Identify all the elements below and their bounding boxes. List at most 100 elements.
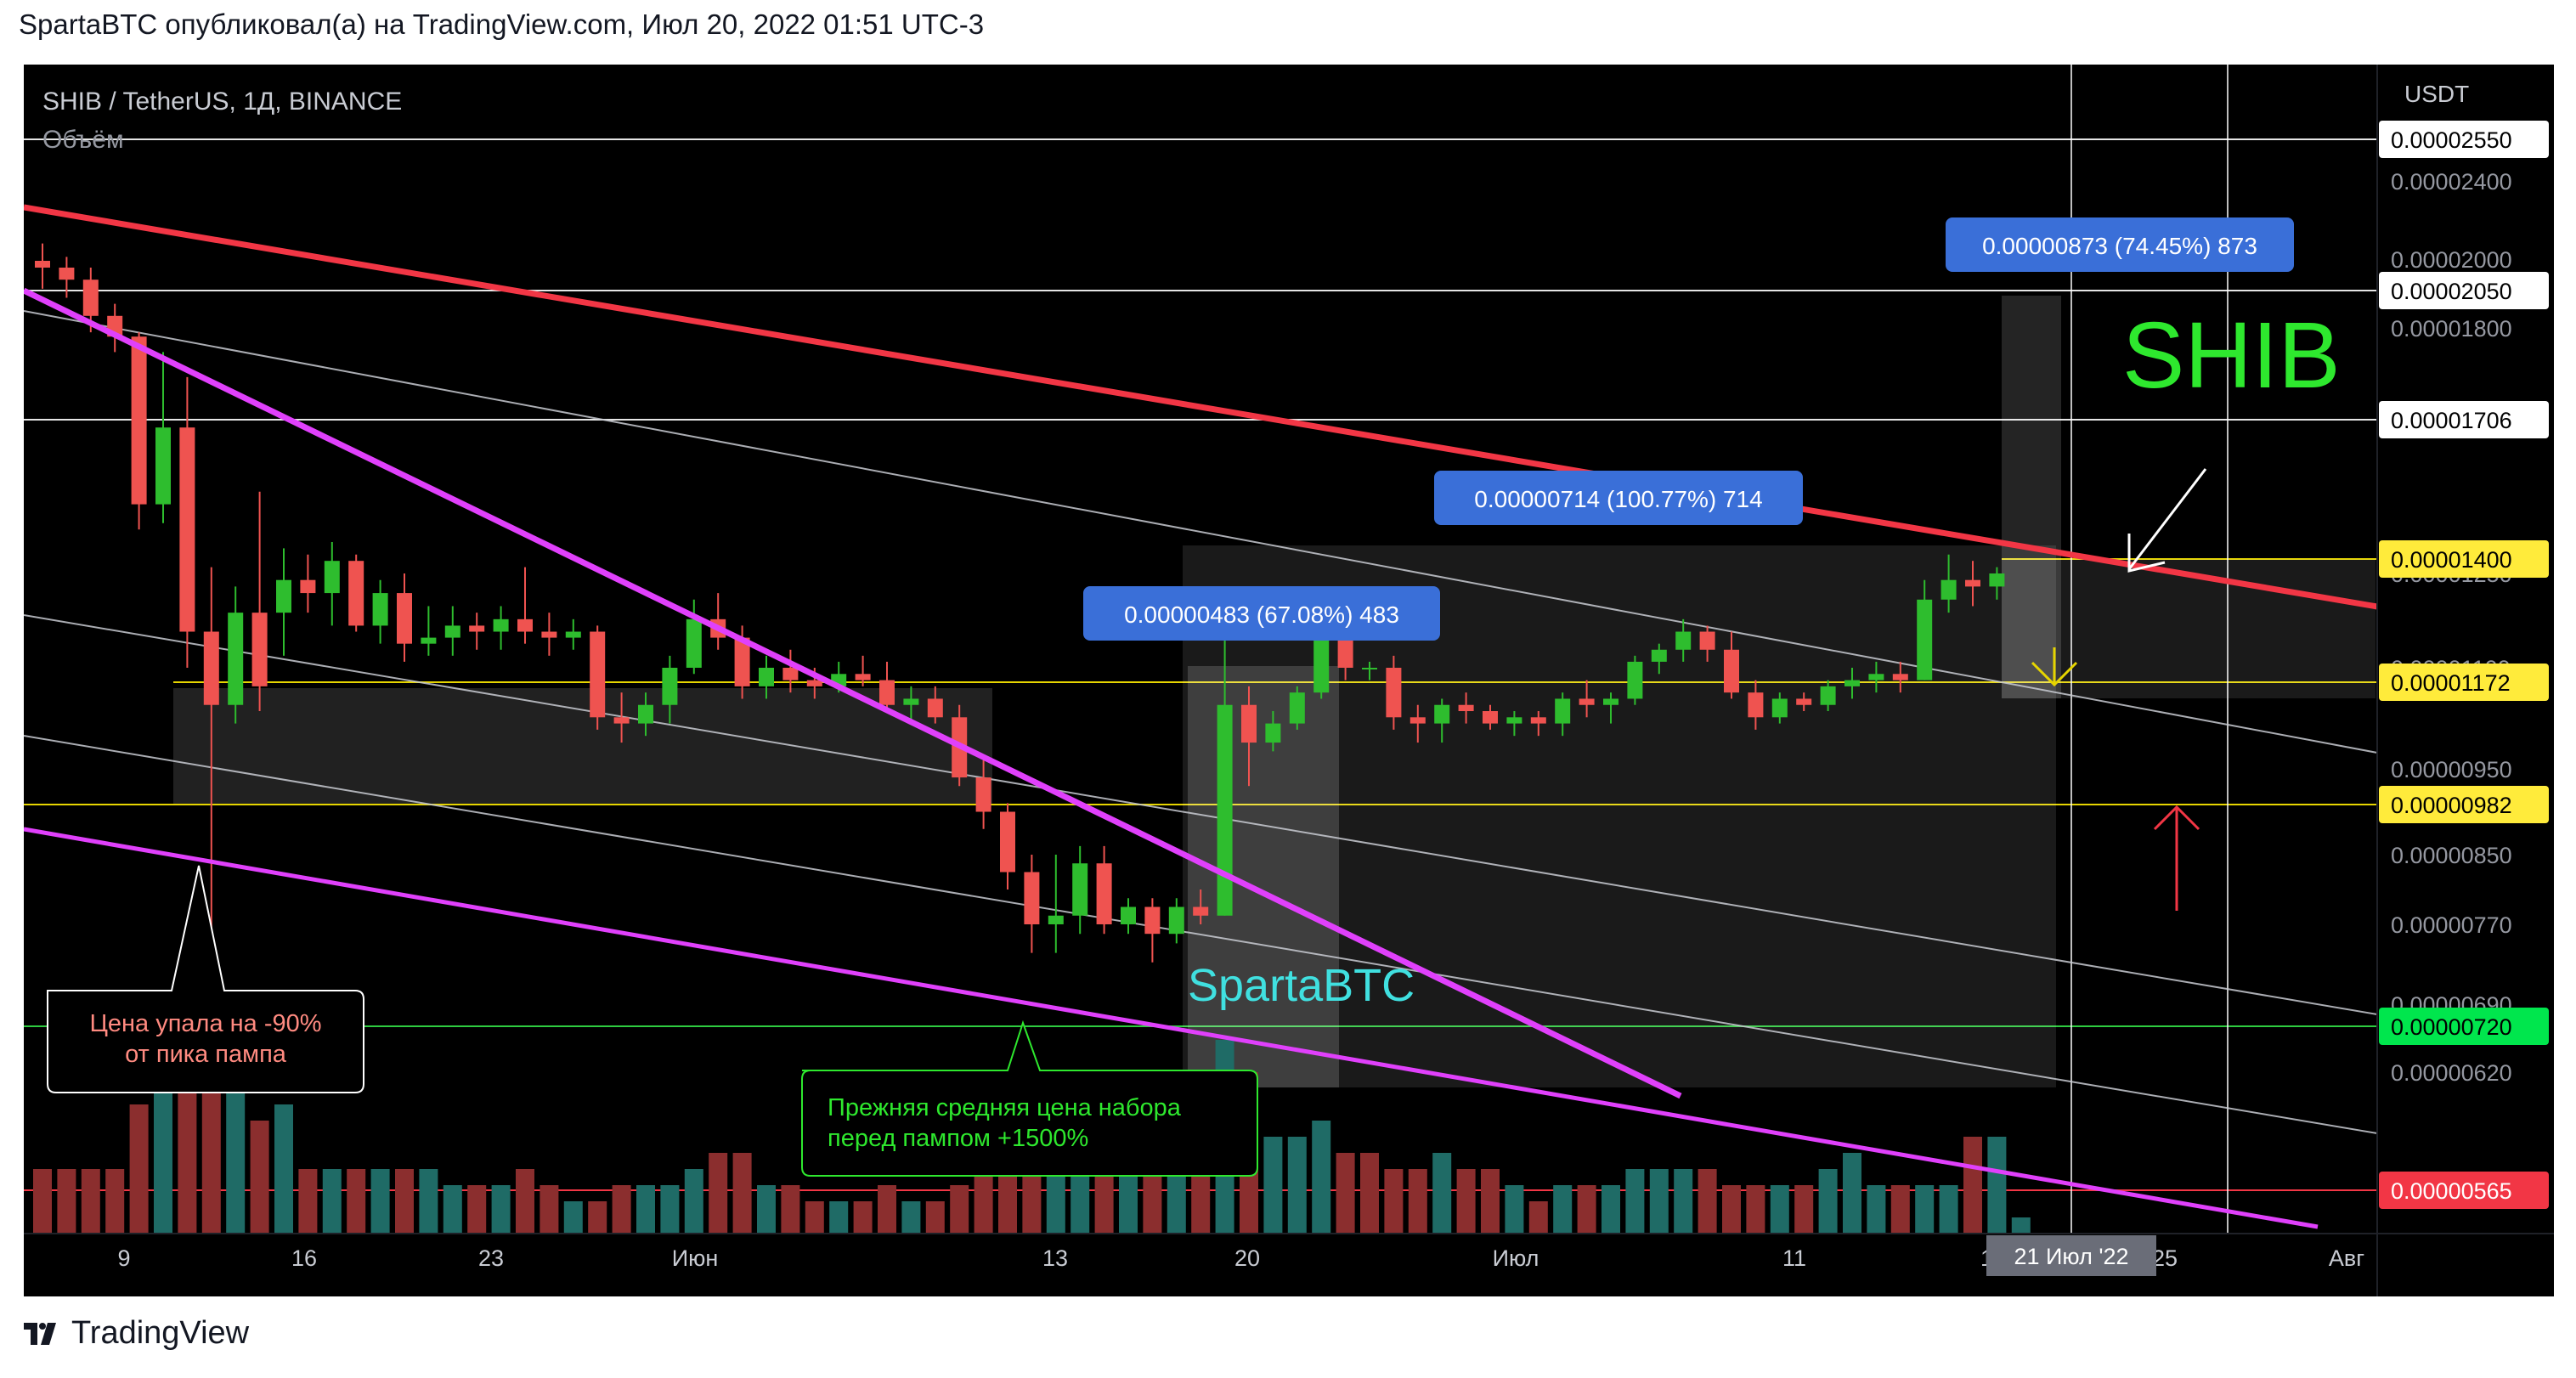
candle <box>927 686 943 724</box>
x-tick-label: Авг <box>2329 1245 2364 1271</box>
candle <box>348 554 364 632</box>
volume-bar <box>1890 1185 1910 1234</box>
volume-bar <box>588 1201 607 1234</box>
volume-bar <box>1287 1137 1307 1234</box>
candle <box>179 376 195 668</box>
volume-bar <box>925 1201 945 1234</box>
candle <box>590 625 606 730</box>
price-label: 0.00001172 <box>2379 664 2549 701</box>
candle <box>759 655 774 699</box>
volume-bar <box>1577 1185 1596 1234</box>
yellow-down-arrow-icon <box>2031 647 2078 687</box>
measure-badge-3-text: 0.00000873 (74.45%) 873 <box>1982 233 2257 259</box>
volume-bar <box>1963 1137 1982 1234</box>
x-tick-label: 11 <box>1782 1245 1806 1271</box>
candle <box>131 332 147 530</box>
channel-lines <box>24 310 2378 1134</box>
volume-bar <box>901 1201 921 1234</box>
drop-note-line1: Цена упала на -90% <box>89 1010 321 1037</box>
volume-bar <box>1939 1185 1958 1234</box>
price-label: 0.00000982 <box>2379 786 2549 823</box>
volume-bar <box>539 1185 559 1234</box>
volume-bar <box>419 1169 438 1234</box>
candle <box>1892 661 1908 693</box>
candle <box>1506 711 1522 737</box>
candle <box>1121 898 1136 935</box>
candle <box>565 618 581 650</box>
candle <box>1603 692 1618 724</box>
svg-text:0.00000565: 0.00000565 <box>2391 1178 2512 1204</box>
candle <box>372 579 388 644</box>
volume-bar <box>563 1201 583 1234</box>
volume-bar <box>129 1104 149 1234</box>
volume-bar <box>347 1169 366 1234</box>
grid-layer <box>24 65 2377 1234</box>
volume-bar <box>274 1104 293 1234</box>
volume-bar <box>878 1185 896 1234</box>
volume-bar <box>1481 1169 1500 1234</box>
avg-price-callout[interactable]: Прежняя средняя цена набора перед пампом… <box>801 1019 1258 1177</box>
publish-line: SpartaBTC опубликовал(а) на TradingView.… <box>19 8 985 40</box>
drop-note-line2: от пика пампа <box>125 1041 287 1068</box>
volume-bar <box>1843 1153 1861 1234</box>
drop-callout[interactable]: Цена упала на -90% от пика пампа <box>47 865 364 1093</box>
volume-bar <box>1384 1169 1404 1234</box>
tradingview-logo[interactable]: TradingView <box>24 1315 249 1352</box>
candle <box>1724 631 1739 699</box>
candle <box>855 655 871 686</box>
avg-note-line2: перед пампом +1500% <box>828 1125 1088 1152</box>
svg-text:0.00001400: 0.00001400 <box>2391 547 2512 573</box>
volume-bar <box>974 1169 993 1234</box>
price-label: 0.00001400 <box>2379 540 2549 578</box>
candle <box>686 599 702 675</box>
volume-bar <box>1505 1185 1524 1234</box>
candle <box>1217 618 1233 916</box>
volume-bar <box>57 1169 76 1234</box>
candle <box>903 686 919 724</box>
volume-bar <box>684 1169 703 1234</box>
x-tick-label: 20 <box>1234 1245 1260 1271</box>
volume-bar <box>1360 1153 1379 1234</box>
svg-text:0.00002050: 0.00002050 <box>2391 279 2512 304</box>
volume-bar <box>322 1169 342 1234</box>
y-tick-label: 0.00000850 <box>2391 843 2512 868</box>
chart-canvas[interactable]: 0.000024000.000020000.000018000.00001600… <box>24 65 2554 1296</box>
red-up-arrow-icon <box>2153 805 2200 911</box>
volume-bar <box>178 1088 197 1234</box>
volume-bar <box>781 1185 800 1234</box>
y-tick-label: 0.00000950 <box>2391 757 2512 782</box>
measure-badge-2[interactable]: 0.00000714 (100.77%) 714 <box>1434 471 1803 525</box>
candle <box>1844 668 1860 699</box>
volume-bar <box>1915 1185 1935 1234</box>
volume-bar <box>829 1201 849 1234</box>
measure-badge-1[interactable]: 0.00000483 (67.08%) 483 <box>1083 586 1440 641</box>
price-label: 0.00002050 <box>2379 272 2549 309</box>
candle <box>1748 680 1764 730</box>
volume-bar <box>1528 1201 1548 1234</box>
measure-badge-3[interactable]: 0.00000873 (74.45%) 873 <box>1946 217 2294 272</box>
volume-bar <box>1987 1137 2007 1234</box>
candle <box>1024 855 1040 953</box>
volume-bar <box>1794 1185 1814 1234</box>
candle <box>1265 711 1281 752</box>
candle <box>1483 704 1498 730</box>
volume-bar <box>370 1169 390 1234</box>
candle <box>1555 692 1571 737</box>
volume-bar <box>805 1201 824 1234</box>
avg-note-line1: Прежняя средняя цена набора <box>828 1094 1182 1121</box>
candle <box>638 692 653 737</box>
chart-area[interactable]: 0.000024000.000020000.000018000.00001600… <box>24 65 2554 1296</box>
candle <box>1940 554 1957 613</box>
volume-label: Объём <box>42 126 124 154</box>
x-tick-label: 23 <box>478 1245 504 1271</box>
x-tick-label: 16 <box>291 1245 317 1271</box>
candle <box>1771 692 1788 724</box>
volume-bar <box>33 1169 52 1234</box>
volume-bar <box>1312 1121 1331 1234</box>
y-tick-label: 0.00001800 <box>2391 316 2512 342</box>
volume-bar <box>1263 1137 1283 1234</box>
candle <box>155 352 171 523</box>
candle <box>1289 686 1305 730</box>
candle <box>541 613 557 656</box>
candle <box>1699 625 1715 662</box>
